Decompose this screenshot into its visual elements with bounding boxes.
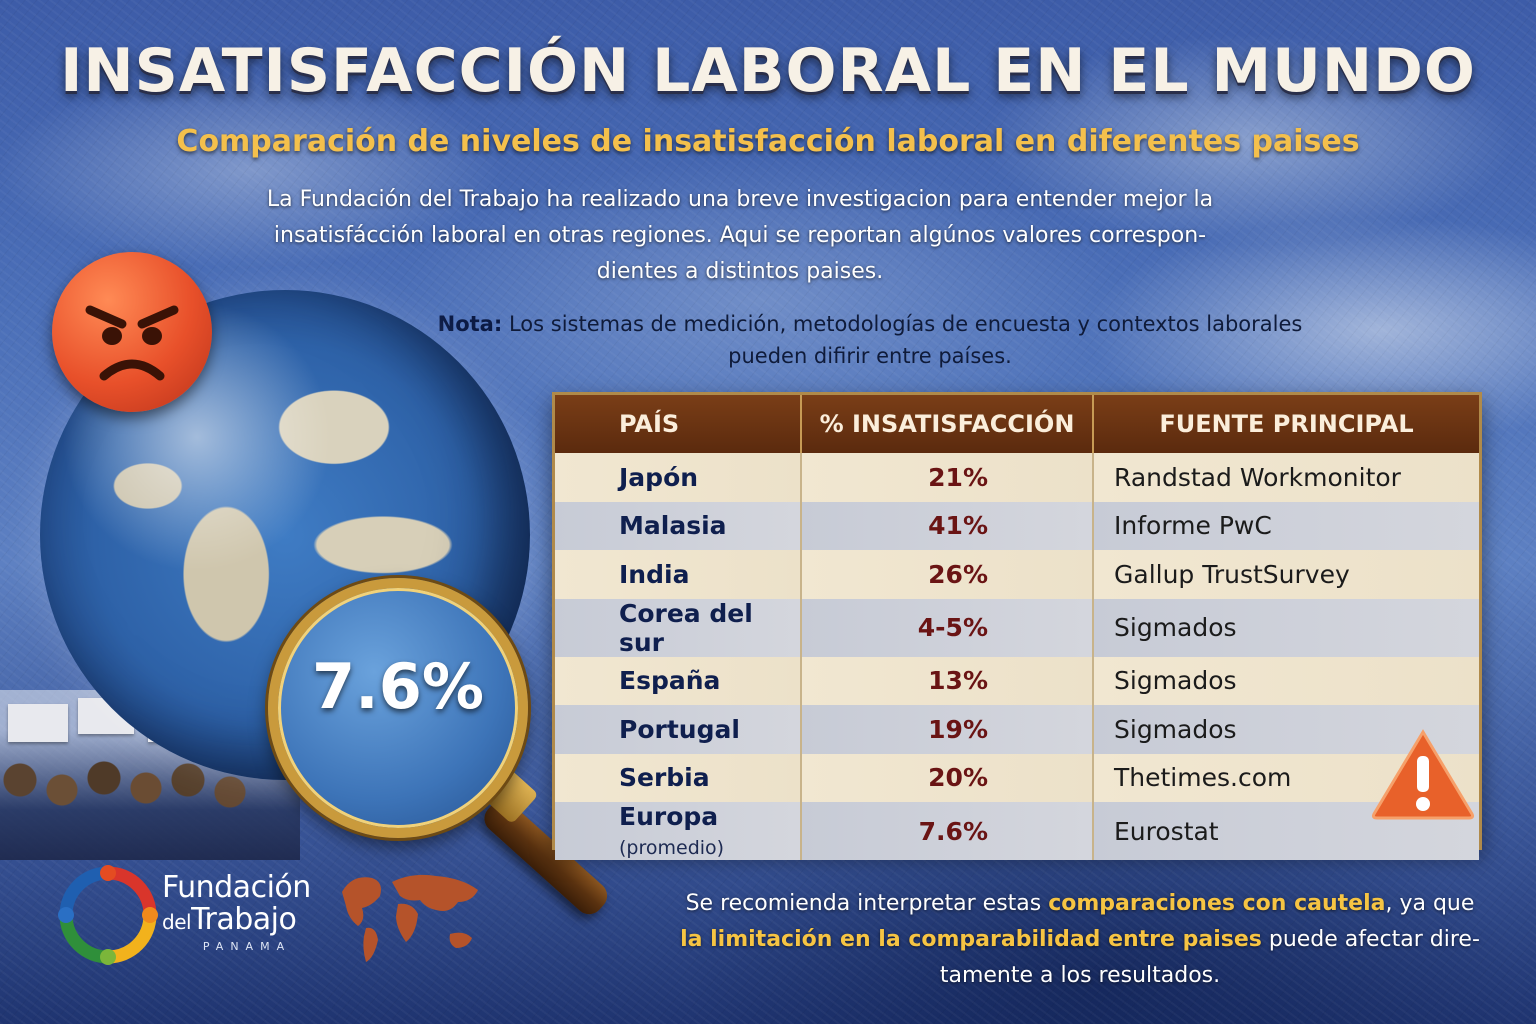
table-row: España 13% Sigmados — [555, 656, 1479, 705]
logo-line-3: PANAMA — [202, 940, 292, 953]
country-name: Corea del sur — [619, 598, 753, 657]
table-row: Serbia 20% Thetimes.com — [555, 753, 1479, 802]
footer-highlight-1: comparaciones con cautela — [1048, 891, 1386, 916]
country-name: Malasia — [619, 511, 727, 541]
table-row: Europa (promedio) 7.6% Eurostat — [555, 802, 1479, 860]
note-line-1: Los sistemas de medición, metodologías d… — [508, 312, 1303, 336]
row-country: Corea del sur — [555, 598, 802, 657]
warning-triangle-icon — [1370, 728, 1476, 824]
angry-face-icon — [52, 252, 212, 412]
row-source: Randstad Workmonitor — [1093, 453, 1479, 502]
row-country: Japón — [555, 453, 802, 502]
magnifier-value: 7.6% — [312, 650, 484, 723]
country-name: Japón — [619, 462, 699, 492]
table-row: Malasia 41% Informe PwC — [555, 501, 1479, 550]
country-name: India — [619, 559, 690, 589]
logo-text: Fundación delTrabajo PANAMA — [162, 870, 332, 954]
country-name: España — [619, 666, 721, 696]
row-source: Eurostat — [1093, 802, 1479, 860]
table-row: Portugal 19% Sigmados — [555, 705, 1479, 754]
country-name: Serbia — [619, 763, 710, 793]
header-percent: % INSATISFACCIÓN — [801, 395, 1094, 453]
intro-line-2: insatisfácción laboral en otras regiones… — [273, 223, 1207, 248]
row-source: Informe PwC — [1093, 501, 1479, 550]
row-country: España — [555, 656, 802, 705]
data-table: PAÍS % INSATISFACCIÓN FUENTE PRINCIPAL J… — [552, 392, 1482, 860]
intro-paragraph: La Fundación del Trabajo ha realizado un… — [200, 182, 1280, 290]
intro-line-1: La Fundación del Trabajo ha realizado un… — [266, 187, 1214, 212]
footer-part-3: puede afectar dire- — [1261, 927, 1480, 952]
table-row: Japón 21% Randstad Workmonitor — [555, 453, 1479, 502]
country-name: Europa — [619, 802, 719, 831]
row-source: Gallup TrustSurvey — [1093, 550, 1479, 599]
page-subtitle: Comparación de niveles de insatisfacción… — [176, 124, 1360, 159]
note-label: Nota: — [437, 312, 503, 336]
intro-line-3: dientes a distintos paises. — [596, 259, 884, 284]
row-percent: 20% — [801, 753, 1094, 802]
footer-part-2: , ya que — [1385, 891, 1475, 916]
row-percent: 13% — [801, 656, 1094, 705]
logo-line-2-main: Trabajo — [191, 902, 297, 937]
footer-part-4: tamente a los resultados. — [939, 963, 1221, 988]
logo-line-2: delTrabajo — [162, 904, 332, 938]
table-row: Corea del sur 4-5% Sigmados — [555, 598, 1479, 657]
row-country: Malasia — [555, 501, 802, 550]
footer-highlight-2: la limitación en la comparabilidad entre… — [680, 927, 1262, 952]
world-map-icon — [332, 862, 492, 976]
magnifying-glass-icon: 7.6% — [268, 578, 528, 838]
note-line-2: pueden difirir entre países. — [728, 344, 1012, 368]
row-percent: 19% — [801, 705, 1094, 754]
protest-sign — [8, 704, 68, 742]
row-percent: 41% — [801, 501, 1094, 550]
row-source: Sigmados — [1093, 656, 1479, 705]
header-country: PAÍS — [555, 395, 802, 453]
footer-paragraph: Se recomienda interpretar estas comparac… — [660, 886, 1500, 994]
logo-line-2-small: del — [162, 910, 192, 934]
row-percent: 26% — [801, 550, 1094, 599]
table-header-row: PAÍS % INSATISFACCIÓN FUENTE PRINCIPAL — [555, 395, 1479, 453]
row-country: India — [555, 550, 802, 599]
row-percent: 7.6% — [801, 802, 1094, 860]
footer-part-1: Se recomienda interpretar estas — [685, 891, 1049, 916]
row-source: Sigmados — [1093, 598, 1479, 657]
page-title: INSATISFACCIÓN LABORAL EN EL MUNDO — [60, 36, 1476, 106]
row-percent: 21% — [801, 453, 1094, 502]
header-source: FUENTE PRINCIPAL — [1093, 395, 1479, 453]
country-name: Portugal — [619, 714, 740, 744]
row-country: Portugal — [555, 705, 802, 754]
logo-ring-icon — [58, 865, 158, 969]
row-country: Serbia — [555, 753, 802, 802]
row-country: Europa (promedio) — [555, 802, 802, 860]
table-row: India 26% Gallup TrustSurvey — [555, 550, 1479, 599]
note-paragraph: Nota: Los sistemas de medición, metodolo… — [380, 308, 1360, 372]
country-qualifier: (promedio) — [619, 837, 725, 859]
row-percent: 4-5% — [801, 598, 1094, 657]
logo-line-1: Fundación — [162, 870, 311, 905]
